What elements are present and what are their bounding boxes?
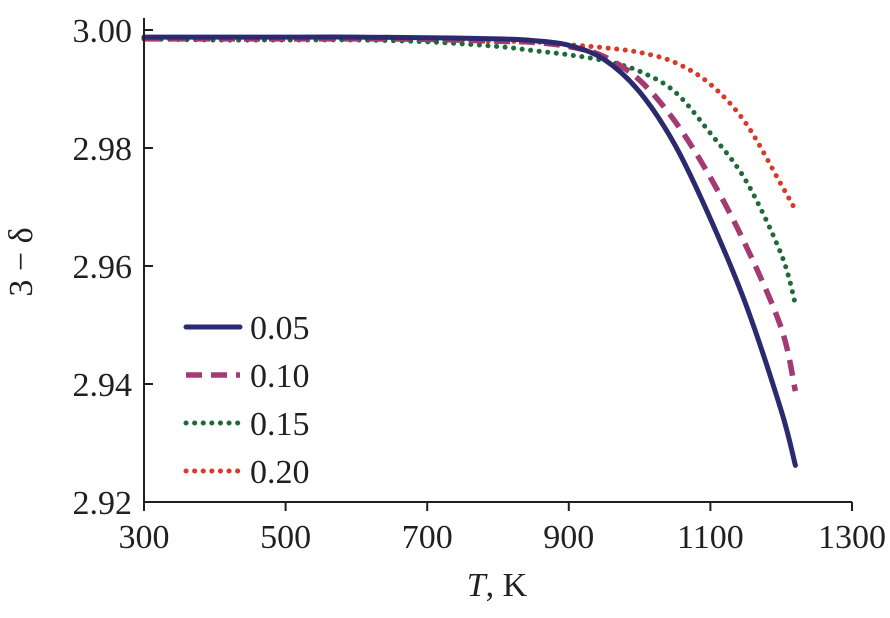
x-tick-label: 900 bbox=[543, 519, 594, 556]
series-line-0-20 bbox=[141, 36, 798, 213]
series-line-0-05 bbox=[141, 34, 798, 468]
legend-item: 0.20 bbox=[183, 454, 310, 491]
series-line-0-15 bbox=[141, 36, 798, 307]
legend: 0.05 0.10 0.15 0.20 bbox=[183, 310, 310, 491]
legend-item: 0.05 bbox=[183, 310, 310, 347]
x-tick-label: 1300 bbox=[818, 519, 886, 556]
x-axis-variable: T bbox=[467, 567, 488, 604]
y-tick-label: 2.92 bbox=[73, 485, 133, 522]
ticks-layer: 300 500 700 900 1100 1300 2.92 2.94 2.96 2.98 3.00 bbox=[73, 13, 887, 556]
y-tick-label: 3.00 bbox=[73, 13, 133, 50]
y-tick-label: 2.94 bbox=[73, 367, 133, 404]
x-tick-label: 500 bbox=[260, 519, 311, 556]
y-tick-label: 2.98 bbox=[73, 131, 133, 168]
x-axis-title: T, K bbox=[467, 567, 528, 604]
y-axis-title: 3 − δ bbox=[3, 227, 40, 296]
legend-label: 0.20 bbox=[250, 454, 310, 491]
x-axis-unit: , K bbox=[486, 567, 528, 604]
legend-item: 0.10 bbox=[186, 358, 310, 395]
series-layer bbox=[141, 34, 799, 468]
x-tick-label: 300 bbox=[119, 519, 170, 556]
axes-layer bbox=[143, 18, 852, 503]
series-line-0-10 bbox=[144, 36, 799, 392]
legend-label: 0.10 bbox=[250, 358, 310, 395]
x-tick-label: 700 bbox=[402, 519, 453, 556]
legend-item: 0.15 bbox=[183, 406, 310, 443]
y-tick-label: 2.96 bbox=[73, 249, 133, 286]
legend-label: 0.05 bbox=[250, 310, 310, 347]
legend-label: 0.15 bbox=[250, 406, 310, 443]
x-tick-label: 1100 bbox=[677, 519, 744, 556]
